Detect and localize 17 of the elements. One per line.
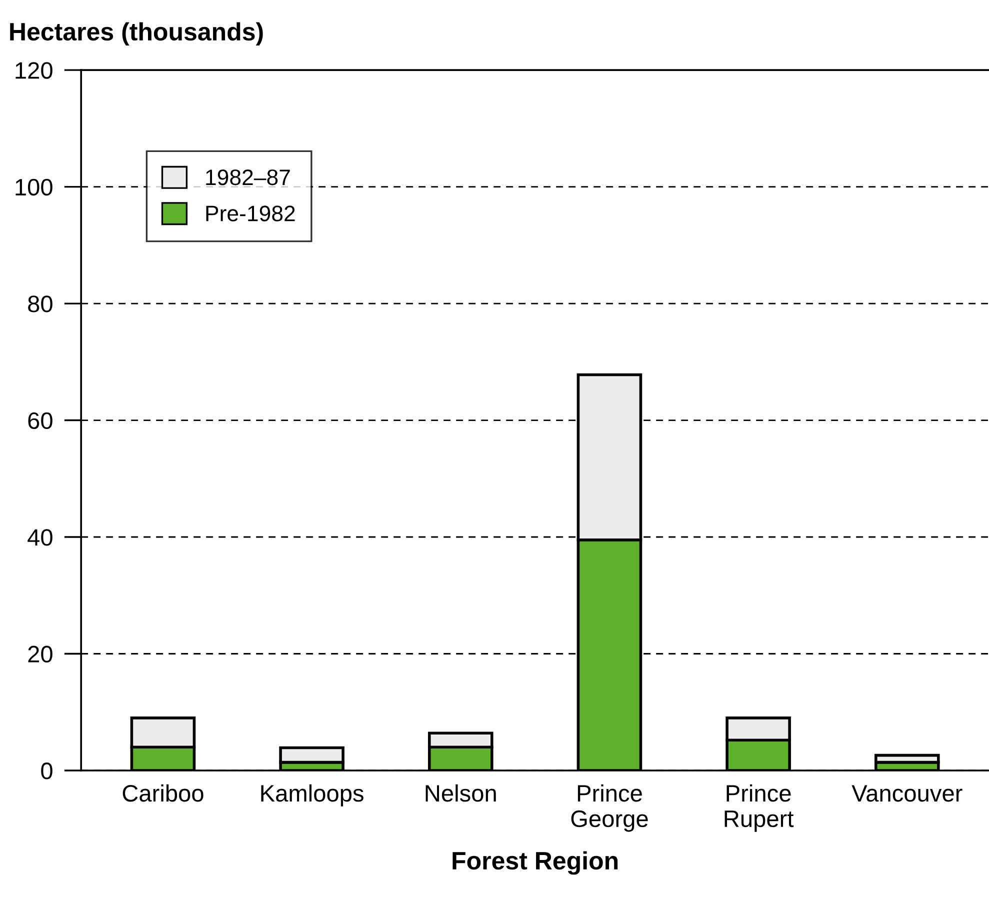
y-tick-label: 20: [28, 646, 52, 663]
x-tick-label: Nelson: [426, 784, 496, 802]
legend-label: 1982–87: [206, 169, 290, 186]
y-tick-label: 40: [28, 529, 52, 546]
y-tick-label: 120: [16, 62, 52, 79]
y-tick-label: 100: [16, 178, 52, 196]
y-tick-label: 0: [41, 762, 52, 780]
x-tick-label: Cariboo: [122, 784, 204, 802]
legend-label: Pre-1982: [206, 206, 295, 222]
x-tick-label: Prince Rupert: [724, 784, 794, 832]
x-axis-title: Forest Region: [452, 851, 618, 875]
x-tick-label: Kamloops: [261, 784, 364, 806]
y-tick-label: 60: [28, 412, 52, 430]
x-tick-label: Vancouver: [852, 785, 962, 802]
y-tick-label: 80: [28, 296, 52, 312]
y-axis-title: Hectares (thousands): [10, 22, 263, 46]
x-tick-label: Prince George: [571, 784, 648, 832]
